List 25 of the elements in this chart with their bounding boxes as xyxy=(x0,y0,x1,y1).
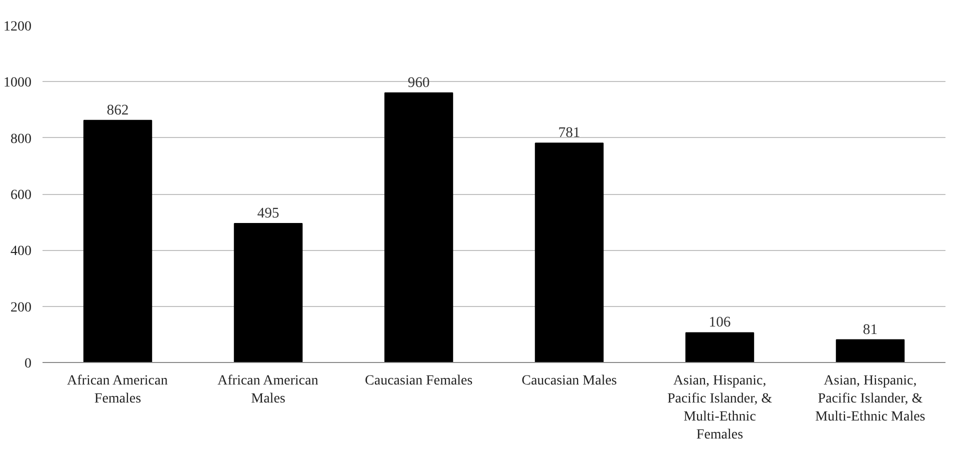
data-label: 960 xyxy=(408,74,430,91)
y-tick-label: 0 xyxy=(24,356,32,372)
data-label: 106 xyxy=(708,314,731,331)
data-label: 495 xyxy=(257,205,280,222)
bar xyxy=(836,339,905,362)
x-tick-label: Caucasian Males xyxy=(522,374,617,388)
data-label: 81 xyxy=(862,322,878,338)
y-tick-label: 600 xyxy=(10,188,32,203)
bar xyxy=(534,142,604,362)
y-tick-label: 1200 xyxy=(4,20,32,34)
data-label: 781 xyxy=(558,125,580,142)
x-tick-label: Asian, Hispanic, Pacific Islander, & Multi-Ethnic Males xyxy=(815,374,926,424)
x-tick-label: Asian, Hispanic, Pacific Islander, & Multi-Ethnic Females xyxy=(667,374,772,442)
y-tick-label: 400 xyxy=(10,244,32,260)
bar xyxy=(384,92,454,362)
y-tick-label: 800 xyxy=(10,132,32,147)
x-tick-label: African American Males xyxy=(218,374,318,406)
bar xyxy=(685,332,754,362)
x-tick-label: African American Females xyxy=(67,374,168,406)
data-label: 862 xyxy=(106,102,129,118)
y-tick-label: 200 xyxy=(10,300,32,316)
bar xyxy=(83,120,152,362)
y-tick-label: 1000 xyxy=(4,76,32,91)
x-tick-label: Caucasian Females xyxy=(364,374,473,388)
bar xyxy=(234,222,303,362)
